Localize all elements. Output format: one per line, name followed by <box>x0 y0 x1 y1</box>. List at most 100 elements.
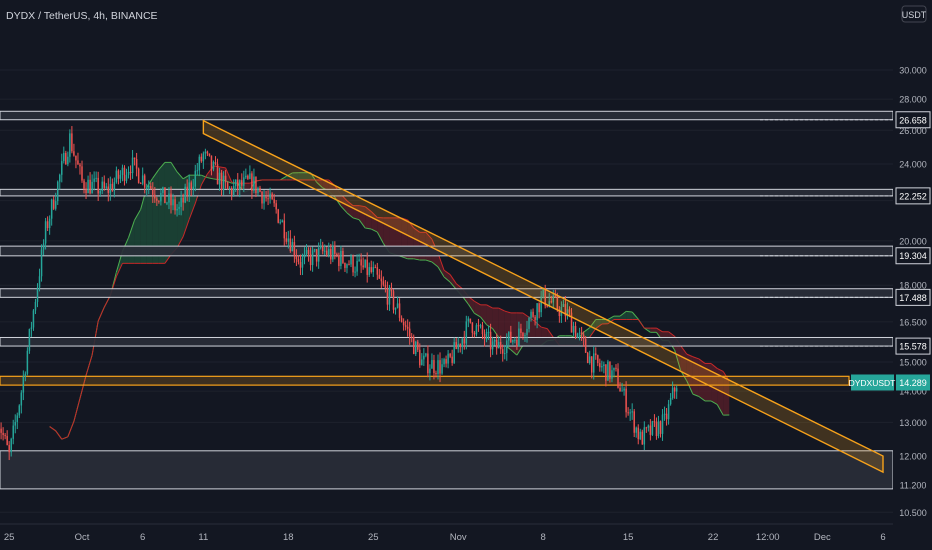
price-label-box <box>895 111 931 129</box>
candle-body <box>595 353 597 356</box>
trendline-channel-shape[interactable] <box>202 119 884 474</box>
cloud-segment <box>498 308 505 346</box>
candle-body <box>485 332 488 340</box>
price-axis[interactable]: 30.00028.00026.00024.00022.00020.00018.0… <box>760 0 932 524</box>
candle-body <box>546 305 548 307</box>
cloud-segment <box>171 162 178 255</box>
horizontal-zone[interactable] <box>0 110 894 121</box>
candle-body <box>611 370 613 379</box>
candle-body <box>18 405 21 416</box>
candle-body <box>431 360 433 369</box>
candle-body <box>635 427 637 433</box>
cloud-segment <box>589 319 596 338</box>
candle-body <box>196 170 199 172</box>
cloud-segment <box>213 166 220 180</box>
candle-body <box>439 360 441 374</box>
span-b-line <box>716 367 724 372</box>
cloud-segment <box>705 363 712 401</box>
span-a-line <box>152 169 160 179</box>
price-label: 26.658 <box>899 115 927 125</box>
price-tick-label: 26.000 <box>899 126 927 136</box>
candle-body <box>368 267 370 275</box>
candle-body <box>148 186 150 188</box>
candle-body <box>564 304 567 317</box>
support-band[interactable] <box>0 375 850 386</box>
last-price-label: 14.289 <box>899 378 927 388</box>
candle-body <box>398 303 401 318</box>
candle-body <box>24 373 27 377</box>
candle-body <box>427 353 429 374</box>
candle-body <box>247 175 249 179</box>
candle-body <box>299 261 302 268</box>
candle-body <box>48 218 51 229</box>
candle-body <box>230 188 233 195</box>
candle-body <box>665 413 668 420</box>
candle-body <box>28 329 31 351</box>
span-b-line <box>97 307 105 322</box>
candle-body <box>487 331 490 333</box>
candle-body <box>649 425 652 435</box>
cloud-segment <box>626 311 633 320</box>
horizontal-zone[interactable] <box>0 188 894 197</box>
cloud-segment <box>607 316 614 324</box>
candle-body <box>202 153 205 162</box>
span-b-line <box>686 353 694 358</box>
candle-body <box>85 188 87 194</box>
horizontal-zone[interactable] <box>0 336 894 347</box>
candle-body <box>287 238 290 242</box>
cloud-segment <box>201 173 208 185</box>
horizontal-zone[interactable] <box>0 288 894 298</box>
currency-button[interactable]: USDT <box>901 5 927 23</box>
price-label-box <box>895 247 931 265</box>
trendline-channel[interactable] <box>202 119 884 474</box>
candle-body <box>311 250 314 266</box>
span-a-line <box>371 228 378 233</box>
support-band-rect[interactable] <box>0 375 850 386</box>
time-axis[interactable]: 25 Oct 6 11 18 25 Nov 8 15 22 12:00 Dec 6 <box>0 523 893 543</box>
candle-body <box>103 181 105 188</box>
candle-body <box>501 349 504 354</box>
horizontal-zone[interactable] <box>0 450 894 490</box>
candle-body <box>550 301 553 303</box>
candle-body <box>237 179 239 190</box>
candle-body <box>607 361 609 381</box>
candle-body <box>224 175 227 183</box>
grid <box>0 69 893 513</box>
candle-body <box>417 341 419 350</box>
candle-body <box>451 356 453 363</box>
candle-body <box>449 353 451 357</box>
span-b-line <box>182 219 190 237</box>
price-label: 19.304 <box>899 251 927 261</box>
candle-body <box>346 264 348 268</box>
candle-body <box>522 332 524 337</box>
candle-body <box>30 327 33 330</box>
price-tick-label: 16.500 <box>899 317 927 327</box>
cloud-segment <box>486 304 493 329</box>
candle-body <box>192 186 194 190</box>
price-tick-label: 24.000 <box>899 160 927 170</box>
candle-body <box>328 249 330 255</box>
candle-body <box>447 353 449 364</box>
span-a-line <box>480 316 487 326</box>
candle-body <box>97 177 99 194</box>
candle-body <box>410 336 413 338</box>
span-a-line <box>128 219 136 238</box>
candle-body <box>194 170 197 187</box>
candle-body <box>178 206 180 209</box>
candle-body <box>321 245 324 252</box>
candle-body <box>425 353 427 356</box>
candle-body <box>119 174 122 179</box>
candle-body <box>210 155 213 170</box>
candle-body <box>477 325 480 327</box>
span-b-line <box>359 205 366 208</box>
candle-body <box>281 220 283 223</box>
candle-body <box>443 359 445 365</box>
span-a-line <box>619 311 627 317</box>
candle-body <box>52 199 55 209</box>
time-tick-label: 15 <box>623 532 634 543</box>
candle-body <box>412 336 415 354</box>
span-b-line <box>188 203 196 220</box>
candle-body <box>495 339 498 349</box>
candle-body <box>259 187 261 192</box>
